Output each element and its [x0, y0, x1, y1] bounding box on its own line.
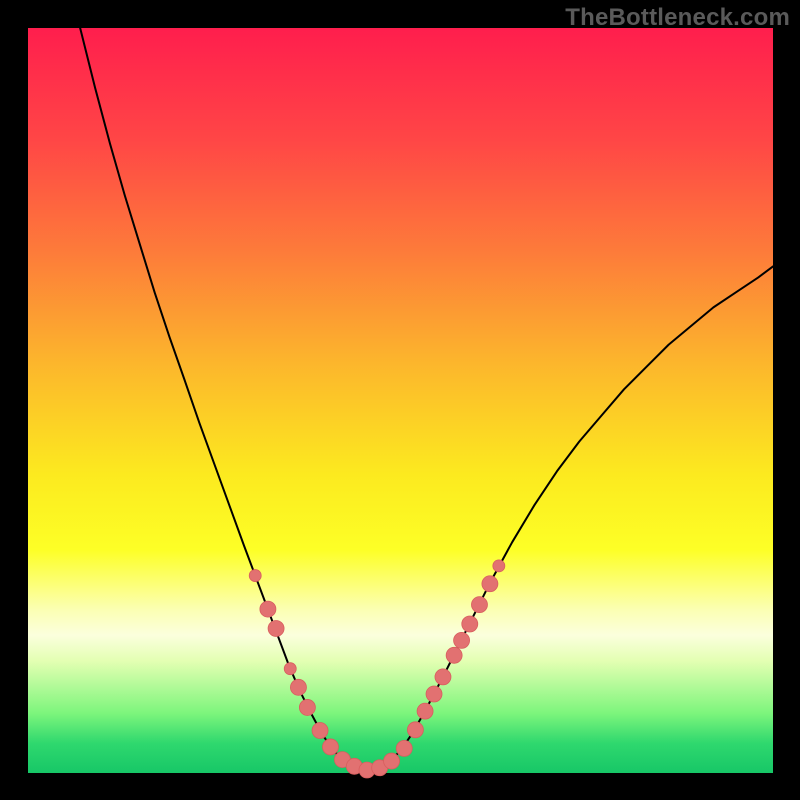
- curve-marker: [299, 699, 315, 715]
- curve-marker: [268, 620, 284, 636]
- curve-marker: [482, 576, 498, 592]
- curve-marker: [454, 632, 470, 648]
- chart-container: TheBottleneck.com: [0, 0, 800, 800]
- curve-marker: [384, 753, 400, 769]
- plot-background: [28, 28, 773, 773]
- curve-marker: [396, 740, 412, 756]
- curve-marker: [493, 560, 505, 572]
- curve-marker: [249, 570, 261, 582]
- curve-marker: [417, 703, 433, 719]
- curve-marker: [407, 722, 423, 738]
- curve-marker: [284, 663, 296, 675]
- bottleneck-curve-chart: [0, 0, 800, 800]
- curve-marker: [446, 647, 462, 663]
- curve-marker: [435, 669, 451, 685]
- curve-marker: [471, 597, 487, 613]
- curve-marker: [462, 616, 478, 632]
- curve-marker: [312, 723, 328, 739]
- curve-marker: [426, 686, 442, 702]
- curve-marker: [260, 601, 276, 617]
- curve-marker: [322, 739, 338, 755]
- curve-marker: [290, 679, 306, 695]
